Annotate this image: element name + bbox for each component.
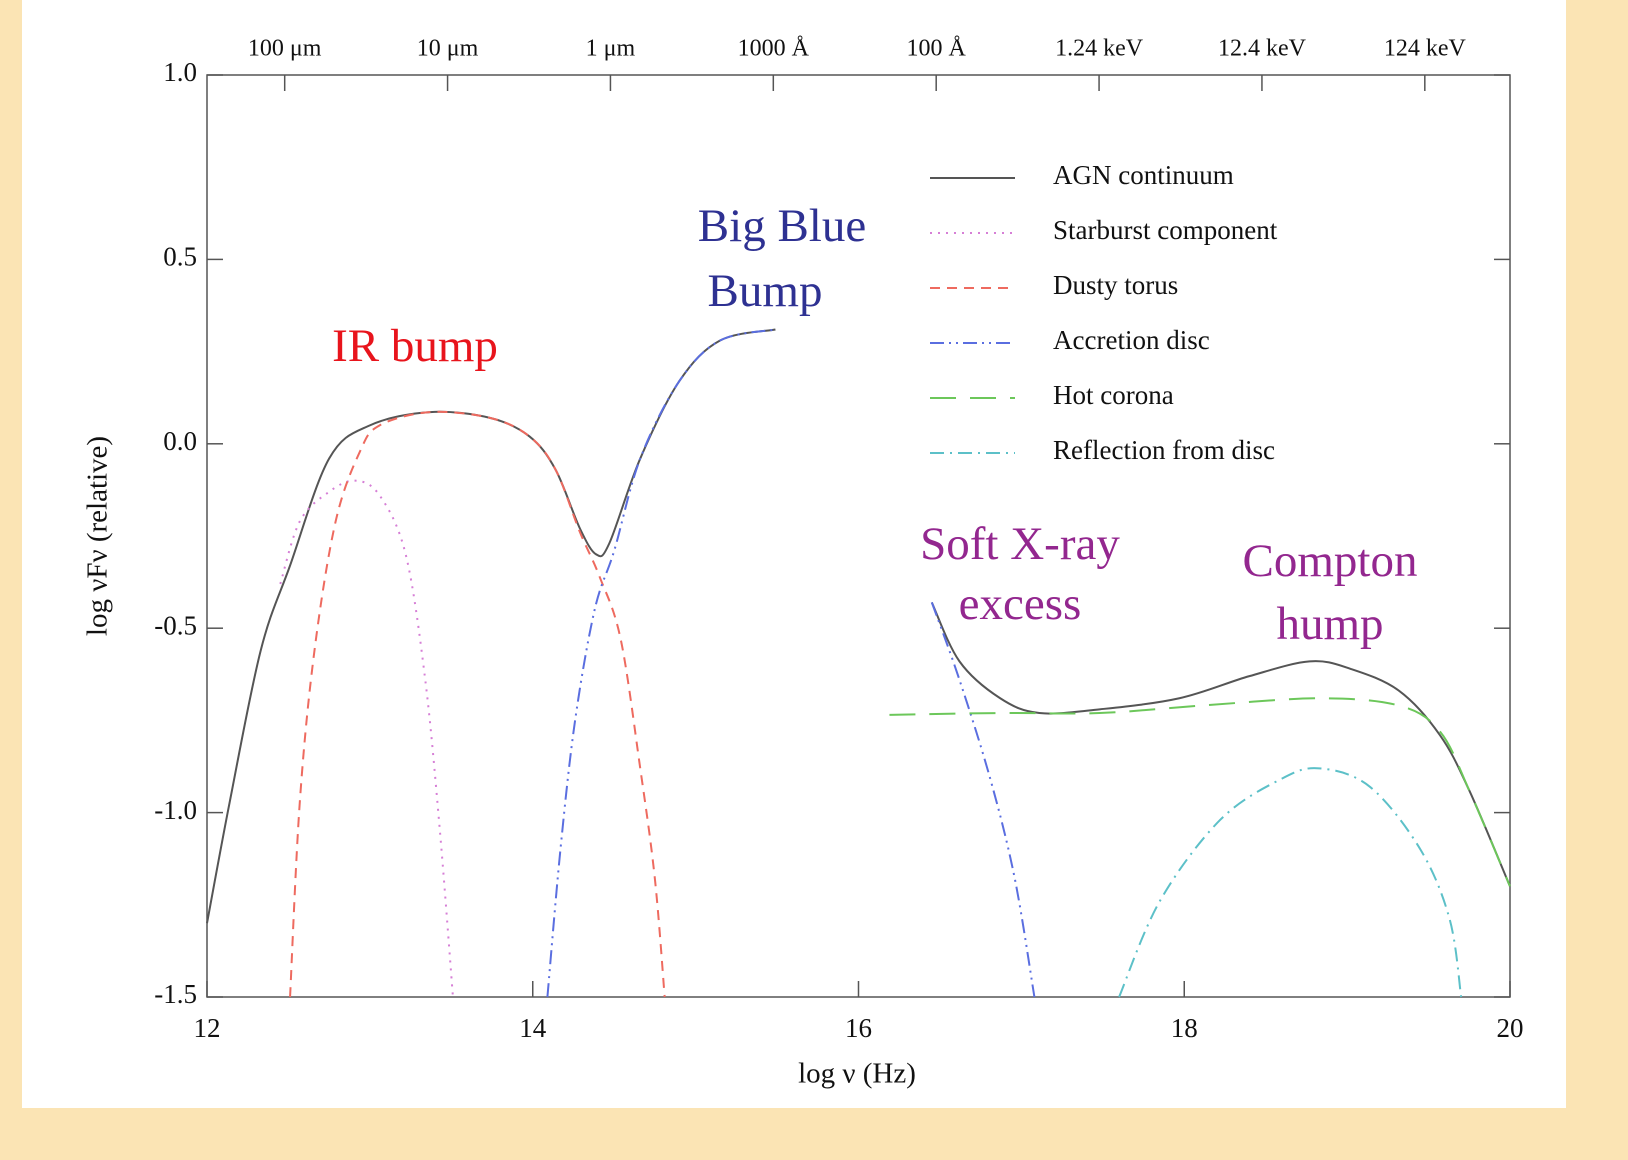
top-tick-label: 12.4 keV	[1218, 36, 1307, 62]
annotation: Compton	[1243, 535, 1418, 587]
annotation: IR bump	[332, 320, 498, 372]
legend-label: Hot corona	[1053, 380, 1174, 410]
x-tick-label: 18	[1171, 1013, 1198, 1043]
x-tick-label: 16	[845, 1013, 872, 1043]
x-tick-label: 14	[519, 1013, 547, 1043]
annotation: excess	[959, 578, 1082, 630]
top-tick-label: 124 keV	[1384, 36, 1467, 62]
legend-label: AGN continuum	[1053, 160, 1234, 190]
y-tick-label: 0.5	[163, 242, 197, 272]
series-line	[279, 479, 454, 998]
series-line	[289, 410, 666, 998]
top-tick-label: 10 μm	[417, 36, 479, 62]
top-tick-label: 1 μm	[586, 36, 636, 62]
annotation: Big Blue	[698, 200, 866, 252]
series-line	[1118, 767, 1463, 998]
top-tick-label: 1.24 keV	[1055, 36, 1144, 62]
y-tick-label: -0.5	[154, 610, 197, 640]
x-tick-label: 12	[194, 1013, 221, 1043]
legend-label: Dusty torus	[1053, 270, 1178, 300]
y-tick-label: 1.0	[163, 57, 197, 87]
y-tick-label: 0.0	[163, 426, 197, 456]
legend-label: Starburst component	[1053, 215, 1278, 245]
top-tick-label: 100 Å	[907, 36, 967, 62]
top-tick-label: 100 μm	[248, 36, 322, 62]
annotation: Soft X-ray	[920, 518, 1120, 570]
y-tick-label: -1.0	[154, 795, 197, 825]
annotation: hump	[1276, 598, 1383, 650]
annotation: Bump	[708, 265, 823, 317]
x-tick-label: 20	[1497, 1013, 1524, 1043]
series-line	[889, 697, 1511, 887]
legend-label: Accretion disc	[1053, 325, 1210, 355]
top-tick-label: 1000 Å	[738, 36, 810, 62]
x-axis-label: log ν (Hz)	[798, 1058, 916, 1090]
series-line	[546, 328, 1036, 998]
series-line	[206, 328, 1511, 924]
y-tick-label: -1.5	[154, 979, 197, 1009]
legend-label: Reflection from disc	[1053, 435, 1275, 465]
panel	[22, 0, 1566, 1108]
y-axis-label: log νFν (relative)	[82, 436, 114, 636]
